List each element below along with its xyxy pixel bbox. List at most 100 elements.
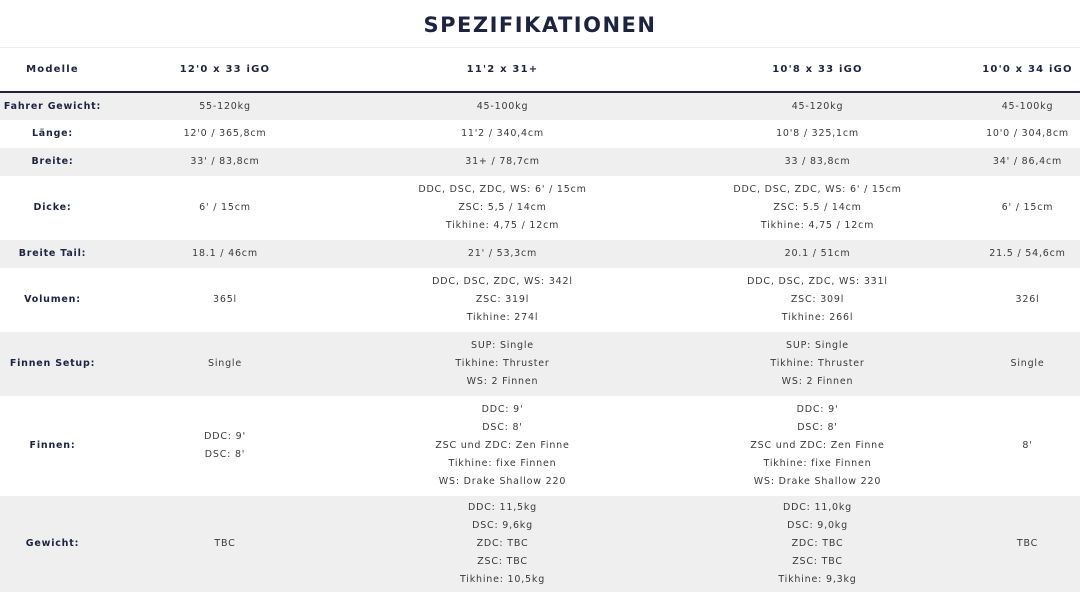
table-cell: 6' / 15cm (105, 176, 345, 240)
cell-line: Single (207, 358, 242, 369)
table-cell: DDC: 9' DSC: 8' (105, 396, 345, 496)
table-cell: 10'8 / 325,1cm (660, 120, 975, 148)
cell-line: WS: Drake Shallow 220 (753, 476, 882, 487)
cell-line: DSC: 9,0kg (787, 520, 848, 531)
cell-line: WS: 2 Finnen (466, 376, 539, 387)
table-header-row: Modelle 12'0 x 33 iGO 11'2 x 31+ 10'8 x … (0, 48, 1080, 93)
cell-line: Tikhine: Thruster (770, 358, 865, 369)
cell-line: Tikhine: 266l (781, 312, 854, 323)
cell-line: 45-100kg (476, 100, 529, 112)
cell-line: 21.5 / 54,6cm (989, 248, 1066, 259)
cell-line: 10'0 / 304,8cm (986, 128, 1069, 139)
table-cell: DDC, DSC, ZDC, WS: 331l ZSC: 309l Tikhine:… (660, 268, 975, 332)
row-label: Breite Tail: (18, 248, 87, 259)
cell-line: 11'2 / 340,4cm (461, 128, 544, 139)
table-cell: 21' / 53,3cm (345, 240, 660, 268)
cell-line: 10'8 / 325,1cm (776, 128, 859, 139)
column-header-model-1: 12'0 x 33 iGO (105, 48, 345, 93)
table-body: Fahrer Gewicht: 55-120kg 45-100kg 45-120kg 4… (0, 92, 1080, 592)
table-cell: 45-100kg (345, 92, 660, 120)
cell-line: DDC: 11,5kg (468, 502, 537, 513)
cell-line: 6' / 15cm (1001, 202, 1054, 213)
column-header-model-4: 10'0 x 34 iGO (975, 48, 1080, 93)
table-cell: SUP: Single Tikhine: Thruster WS: 2 Finnen (660, 332, 975, 396)
table-cell: 6' / 15cm (975, 176, 1080, 240)
cell-line: Single (1010, 358, 1045, 369)
cell-line: ZSC und ZDC: Zen Finne (750, 440, 885, 451)
cell-line: ZSC: TBC (477, 556, 528, 567)
table-cell: Single (975, 332, 1080, 396)
table-cell: 326l (975, 268, 1080, 332)
cell-line: Tikhine: 4,75 / 12cm (445, 220, 560, 231)
cell-line: ZSC: 5,5 / 14cm (458, 202, 547, 213)
column-header-model-3: 10'8 x 33 iGO (660, 48, 975, 93)
cell-line: DDC: 9' (204, 431, 246, 442)
table-cell: 8' (975, 396, 1080, 496)
table-row: Breite Tail: 18.1 / 46cm 21' / 53,3cm 20.1 … (0, 240, 1080, 268)
cell-line: DDC: 9' (796, 404, 839, 415)
table-row: Gewicht: TBC DDC: 11,5kg DSC: 9,6kg ZDC: TBC… (0, 496, 1080, 592)
cell-line: Tikhine: 10,5kg (459, 574, 546, 585)
row-label: Fahrer Gewicht: (3, 100, 102, 112)
table-cell: 18.1 / 46cm (105, 240, 345, 268)
row-label: Breite: (31, 156, 74, 167)
cell-line: DSC: 9,6kg (472, 520, 533, 531)
table-cell: 33' / 83,8cm (105, 148, 345, 176)
table-cell: DDC: 9' DSC: 8' ZSC und ZDC: Zen Finne Tikh… (345, 396, 660, 496)
table-cell: Single (105, 332, 345, 396)
cell-line: WS: 2 Finnen (781, 376, 854, 387)
cell-line: 45-120kg (791, 100, 844, 112)
cell-line: DDC, DSC, ZDC, WS: 6' / 15cm (418, 184, 587, 195)
cell-line: 33' / 83,8cm (190, 156, 260, 167)
cell-line: WS: Drake Shallow 220 (438, 476, 567, 487)
cell-line: Tikhine: 4,75 / 12cm (760, 220, 875, 231)
table-cell: 31+ / 78,7cm (345, 148, 660, 176)
page-title: SPEZIFIKATIONEN (423, 12, 657, 37)
cell-line: 6' / 15cm (199, 202, 251, 213)
cell-line: TBC (214, 538, 236, 549)
cell-line: ZSC: 309l (790, 294, 845, 305)
spec-table: Modelle 12'0 x 33 iGO 11'2 x 31+ 10'8 x … (0, 48, 1080, 592)
cell-line: 31+ / 78,7cm (465, 156, 540, 167)
table-cell: 12'0 / 365,8cm (105, 120, 345, 148)
table-cell: DDC: 9' DSC: 8' ZSC und ZDC: Zen Finne Tikh… (660, 396, 975, 496)
cell-line: Tikhine: 9,3kg (778, 574, 857, 585)
cell-line: TBC (1016, 538, 1039, 549)
table-cell: 365l (105, 268, 345, 332)
cell-line: Tikhine: Thruster (455, 358, 550, 369)
table-row: Länge: 12'0 / 365,8cm 11'2 / 340,4cm 10'8 /… (0, 120, 1080, 148)
column-header-model-2: 11'2 x 31+ (345, 48, 660, 93)
cell-line: ZSC: 319l (475, 294, 530, 305)
row-label: Länge: (31, 128, 74, 139)
row-label: Finnen: (29, 440, 76, 451)
table-cell: 10'0 / 304,8cm (975, 120, 1080, 148)
table-row: Breite: 33' / 83,8cm 31+ / 78,7cm 33 / 83,8… (0, 148, 1080, 176)
cell-line: 33 / 83,8cm (784, 156, 851, 167)
cell-line: ZDC: TBC (476, 538, 529, 549)
table-row: Finnen: DDC: 9' DSC: 8' DDC: 9' DSC: 8' ZSC u… (0, 396, 1080, 496)
cell-line: DDC, DSC, ZDC, WS: 331l (747, 276, 888, 287)
table-cell: 11'2 / 340,4cm (345, 120, 660, 148)
table-cell: 45-100kg (975, 92, 1080, 120)
cell-line: DDC, DSC, ZDC, WS: 6' / 15cm (733, 184, 902, 195)
table-cell: DDC: 11,5kg DSC: 9,6kg ZDC: TBC ZSC: TBC Tik… (345, 496, 660, 592)
cell-line: SUP: Single (786, 340, 849, 351)
row-label: Gewicht: (25, 538, 80, 549)
table-cell: DDC, DSC, ZDC, WS: 6' / 15cm ZSC: 5.5 / 1… (660, 176, 975, 240)
cell-line: 326l (1015, 294, 1040, 305)
cell-line: 45-100kg (1001, 100, 1054, 112)
cell-line: ZDC: TBC (791, 538, 844, 549)
cell-line: 12'0 / 365,8cm (183, 128, 267, 139)
table-cell: TBC (105, 496, 345, 592)
table-cell: 45-120kg (660, 92, 975, 120)
cell-line: DDC: 9' (481, 404, 524, 415)
cell-line: SUP: Single (471, 340, 534, 351)
table-cell: DDC, DSC, ZDC, WS: 6' / 15cm ZSC: 5,5 / 1… (345, 176, 660, 240)
title-bar: SPEZIFIKATIONEN (0, 0, 1080, 48)
table-row: Volumen: 365l DDC, DSC, ZDC, WS: 342l ZSC: … (0, 268, 1080, 332)
table-cell: DDC: 11,0kg DSC: 9,0kg ZDC: TBC ZSC: TBC Tik… (660, 496, 975, 592)
cell-line: DDC, DSC, ZDC, WS: 342l (432, 276, 573, 287)
table-cell: SUP: Single Tikhine: Thruster WS: 2 Finnen (345, 332, 660, 396)
cell-line: Tikhine: 274l (466, 312, 539, 323)
row-label: Volumen: (24, 294, 81, 305)
